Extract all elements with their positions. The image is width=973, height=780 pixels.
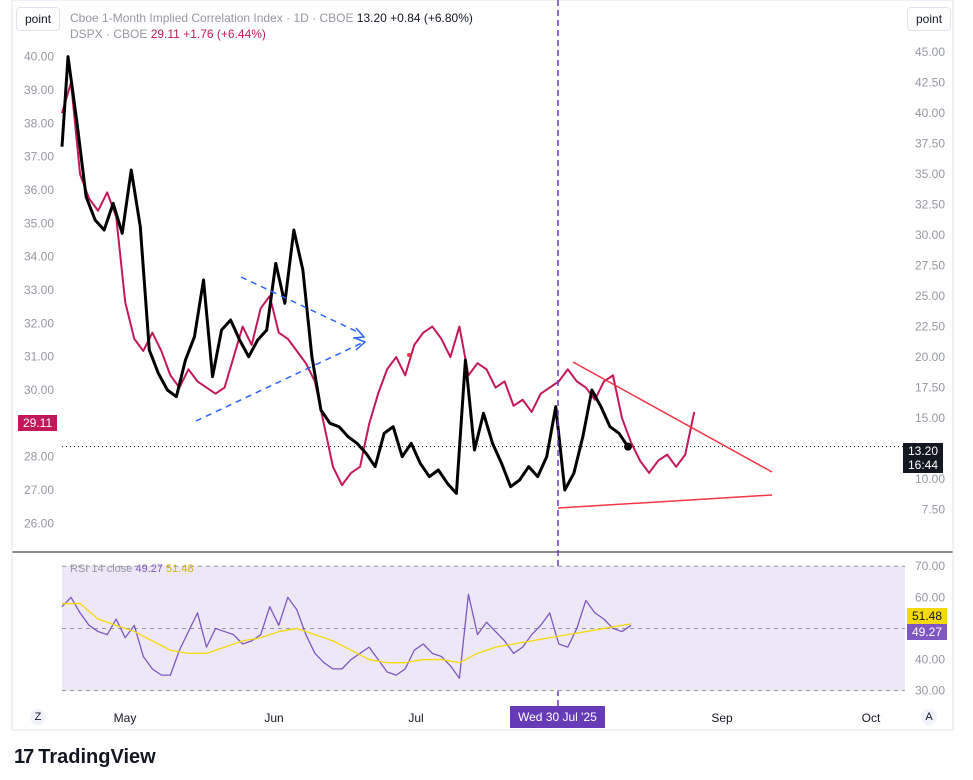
right-axis-tick: 32.50: [915, 198, 945, 212]
rsi-band-fill: [62, 566, 905, 691]
left-axis-tick: 31.00: [24, 350, 54, 364]
brand-name: TradingView: [38, 746, 156, 768]
blue-dashed-arrow-upper: [240, 276, 363, 335]
rsi-legend[interactable]: RSI 14 close 49.27 51.48: [70, 563, 194, 575]
rsi-legend-ma-value: 51.48: [166, 563, 194, 575]
x-axis-tick: Jul: [408, 711, 423, 725]
main-series-legend[interactable]: Cboe 1-Month Implied Correlation Index ·…: [70, 11, 473, 25]
right-price-tag: 13.20: [903, 443, 944, 459]
left-axis-tick: 40.00: [24, 50, 54, 64]
tradingview-brand[interactable]: 17 TradingView: [14, 746, 156, 769]
compare-series-change: +1.76 (+6.44%): [183, 27, 266, 41]
compare-series-legend[interactable]: DSPX · CBOE 29.11 +1.76 (+6.44%): [70, 27, 266, 41]
left-axis-tick: 39.00: [24, 83, 54, 97]
right-countdown-tag: 16:44: [903, 457, 944, 473]
right-axis-tick: 20.00: [915, 350, 945, 364]
left-axis-tick: 36.00: [24, 183, 54, 197]
arrowhead-lower-icon: [354, 337, 367, 351]
right-scale-mode-button[interactable]: point: [907, 7, 952, 31]
left-axis-tick: 38.00: [24, 116, 54, 130]
right-axis-tick: 40.00: [915, 106, 945, 120]
right-axis-tick: 7.50: [922, 503, 946, 517]
left-axis-tick: 32.00: [24, 316, 54, 330]
x-axis-tick: Sep: [711, 711, 733, 725]
zoom-reset-button[interactable]: Z: [30, 709, 46, 725]
last-point-marker: [624, 442, 633, 451]
right-axis-tick: 30.00: [915, 228, 945, 242]
x-axis-tick: May: [114, 711, 137, 725]
main-series-name: Cboe 1-Month Implied Correlation Index ·…: [70, 11, 354, 25]
tradingview-logo-icon: 17: [14, 746, 34, 768]
crosshair-date-label: Wed 30 Jul '25: [510, 706, 605, 728]
right-axis-tick: 17.50: [915, 381, 945, 395]
rsi-price-tag: 49.27: [907, 624, 948, 640]
right-axis-tick: 45.00: [915, 45, 945, 59]
rsi-axis-tick: 40.00: [915, 653, 945, 667]
right-axis-tick: 37.50: [915, 137, 945, 151]
stray-marker-dot: [407, 353, 411, 357]
right-axis-tick: 22.50: [915, 320, 945, 334]
compare-series-name: DSPX · CBOE: [70, 27, 148, 41]
x-axis-tick: Jun: [264, 711, 283, 725]
blue-dashed-arrow-lower: [195, 341, 365, 422]
rsi-axis-tick: 70.00: [915, 559, 945, 573]
dspx-line: [61, 81, 696, 487]
rsi-axis-tick: 30.00: [915, 684, 945, 698]
left-axis-tick: 30.00: [24, 383, 54, 397]
rsi-legend-value: 49.27: [135, 563, 163, 575]
left-price-tag: 29.11: [18, 415, 58, 431]
rsi-axis-tick: 60.00: [915, 590, 945, 604]
compare-series-last: 29.11: [150, 27, 180, 41]
auto-scale-button[interactable]: A: [921, 709, 937, 725]
falling-trendline: [572, 361, 773, 473]
rsi-legend-name: RSI: [70, 563, 89, 575]
main-series-change: +0.84 (+6.80%): [390, 11, 473, 25]
right-axis-tick: 27.50: [915, 259, 945, 273]
left-axis-tick: 35.00: [24, 216, 54, 230]
left-axis-tick: 28.00: [24, 450, 54, 464]
x-axis-tick: Oct: [862, 711, 881, 725]
right-axis-tick: 10.00: [915, 472, 945, 486]
left-axis-tick: 34.00: [24, 250, 54, 264]
left-axis-tick: 33.00: [24, 283, 54, 297]
left-axis-tick: 37.00: [24, 150, 54, 164]
rising-trendline: [557, 494, 773, 509]
left-axis-tick: 26.00: [24, 516, 54, 530]
left-axis-tick: 27.00: [24, 483, 54, 497]
right-axis-tick: 42.50: [915, 76, 945, 90]
arrowhead-upper-icon: [352, 327, 366, 339]
left-scale-mode-button[interactable]: point: [16, 7, 61, 31]
rsi-ma-price-tag: 51.48: [907, 608, 948, 624]
right-axis-tick: 15.00: [915, 411, 945, 425]
rsi-legend-params: 14 close: [91, 563, 133, 575]
rsi-line: [61, 593, 632, 679]
correlation-index-line: [60, 55, 630, 495]
right-axis-tick: 25.00: [915, 289, 945, 303]
chart-frame: [11, 0, 954, 731]
rsi-ma-line: [62, 602, 632, 664]
right-axis-tick: 35.00: [915, 167, 945, 181]
main-series-last: 13.20: [356, 11, 387, 25]
